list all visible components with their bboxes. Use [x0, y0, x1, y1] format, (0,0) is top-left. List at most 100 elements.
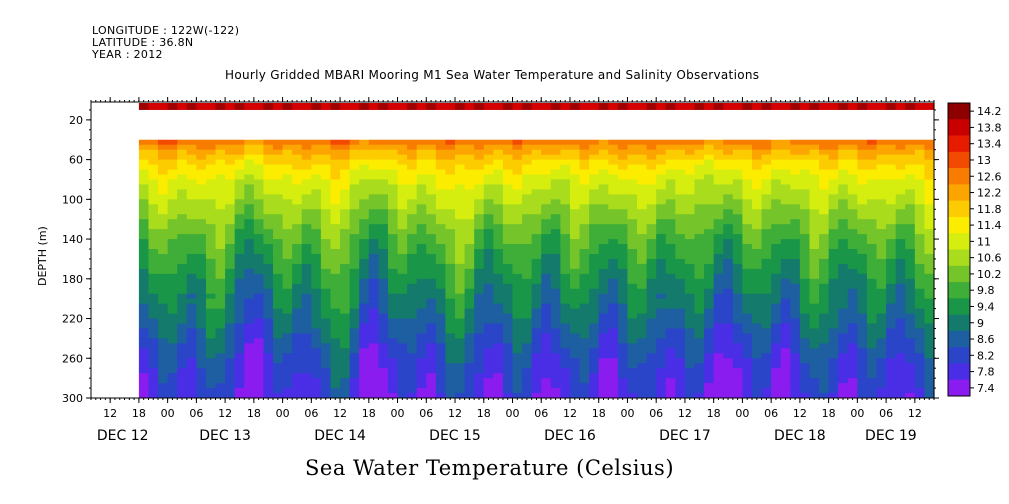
temperature-cell — [397, 179, 408, 186]
temperature-cell — [742, 308, 753, 315]
temperature-cell — [914, 353, 926, 359]
temperature-cell — [569, 159, 581, 166]
temperature-cell — [177, 258, 188, 265]
temperature-cell — [416, 338, 427, 344]
temperature-cell — [627, 313, 638, 320]
temperature-cell — [694, 313, 705, 320]
temperature-cell — [646, 283, 657, 290]
temperature-cell — [273, 194, 284, 200]
temperature-cell — [244, 244, 255, 250]
temperature-cell — [847, 214, 858, 220]
temperature-cell — [387, 184, 399, 191]
surface-cell — [234, 103, 245, 110]
temperature-cell — [560, 214, 571, 220]
temperature-cell — [177, 298, 188, 305]
temperature-cell — [560, 189, 571, 195]
temperature-cell — [205, 249, 217, 255]
temperature-cell — [273, 293, 284, 300]
temperature-cell — [349, 239, 360, 245]
temperature-cell — [704, 388, 715, 394]
temperature-cell — [368, 373, 379, 379]
temperature-cell — [330, 194, 341, 200]
temperature-cell — [215, 373, 226, 379]
temperature-cell — [694, 348, 705, 354]
temperature-cell — [177, 204, 188, 210]
temperature-cell — [799, 298, 811, 305]
temperature-cell — [234, 159, 245, 166]
surface-cell — [675, 103, 686, 110]
temperature-cell — [340, 258, 351, 265]
temperature-cell — [282, 358, 293, 364]
temperature-cell — [292, 353, 303, 359]
temperature-cell — [387, 323, 399, 330]
temperature-cell — [713, 308, 724, 315]
temperature-cell — [263, 184, 274, 191]
temperature-cell — [723, 363, 734, 369]
temperature-cell — [282, 353, 293, 359]
x-tick-label: 12 — [103, 407, 117, 420]
temperature-cell — [349, 288, 360, 295]
temperature-cell — [483, 288, 494, 295]
temperature-cell — [790, 199, 801, 205]
temperature-cell — [665, 194, 676, 200]
temperature-cell — [713, 333, 724, 340]
temperature-cell — [713, 358, 724, 364]
temperature-cell — [905, 189, 916, 195]
temperature-cell — [723, 194, 734, 200]
temperature-cell — [148, 199, 159, 205]
temperature-cell — [866, 149, 878, 156]
temperature-cell — [905, 179, 916, 186]
temperature-cell — [569, 358, 581, 364]
temperature-cell — [608, 194, 619, 200]
temperature-cell — [435, 139, 447, 146]
temperature-cell — [455, 268, 466, 275]
temperature-cell — [828, 338, 839, 344]
temperature-cell — [550, 229, 561, 235]
temperature-cell — [186, 184, 197, 191]
temperature-cell — [847, 383, 858, 389]
temperature-cell — [541, 184, 552, 191]
temperature-cell — [694, 249, 705, 255]
temperature-cell — [435, 144, 447, 151]
temperature-cell — [847, 219, 858, 225]
temperature-cell — [608, 323, 619, 330]
temperature-cell — [905, 313, 916, 320]
temperature-cell — [493, 229, 504, 235]
temperature-cell — [704, 368, 715, 374]
temperature-cell — [445, 179, 456, 186]
temperature-cell — [589, 338, 600, 344]
temperature-cell — [273, 283, 284, 290]
temperature-cell — [225, 278, 236, 285]
temperature-cell — [148, 258, 159, 265]
temperature-cell — [244, 323, 255, 330]
temperature-cell — [838, 169, 849, 176]
temperature-cell — [656, 288, 667, 295]
temperature-cell — [464, 139, 475, 146]
surface-cell — [828, 103, 839, 110]
temperature-cell — [158, 313, 169, 320]
temperature-cell — [799, 253, 811, 260]
temperature-cell — [838, 338, 849, 344]
temperature-cell — [512, 393, 523, 398]
temperature-cell — [301, 343, 312, 349]
temperature-cell — [455, 283, 466, 290]
temperature-cell — [866, 204, 878, 210]
temperature-cell — [704, 263, 715, 270]
temperature-cell — [780, 298, 791, 305]
temperature-cell — [215, 298, 226, 305]
temperature-cell — [397, 308, 408, 315]
temperature-cell — [253, 234, 265, 240]
temperature-cell — [205, 253, 217, 260]
temperature-cell — [292, 239, 303, 245]
temperature-cell — [771, 263, 782, 270]
temperature-cell — [924, 303, 935, 310]
temperature-cell — [656, 144, 667, 151]
temperature-cell — [550, 338, 561, 344]
colorbar-swatch — [948, 347, 970, 364]
temperature-cell — [158, 144, 169, 151]
surface-cell — [455, 103, 466, 110]
temperature-cell — [464, 209, 475, 215]
temperature-cell — [646, 253, 657, 260]
temperature-cell — [426, 283, 437, 290]
temperature-cell — [617, 229, 629, 235]
